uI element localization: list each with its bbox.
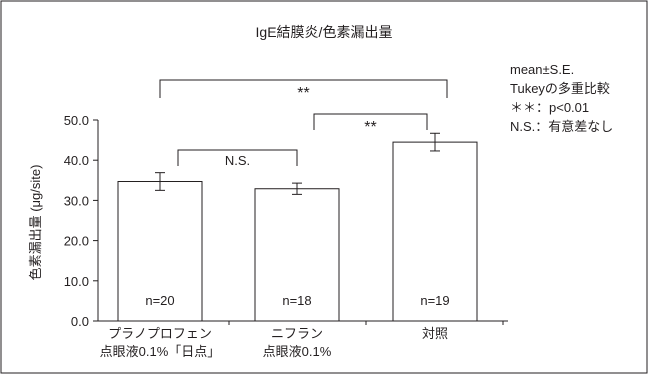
y-tick-label: 0.0: [71, 314, 89, 329]
legend-note: ＊＊：p<0.01: [510, 100, 589, 115]
category-label: 対照: [422, 326, 448, 341]
n-label: n=20: [145, 293, 174, 308]
n-label: n=19: [420, 293, 449, 308]
significance-label: N.S.: [225, 153, 250, 168]
bar: [117, 181, 203, 322]
y-tick-label: 20.0: [64, 234, 89, 249]
y-tick-label: 40.0: [64, 153, 89, 168]
category-label: 点眼液0.1%: [263, 344, 332, 359]
y-tick-label: 30.0: [64, 193, 89, 208]
significance-bracket: [177, 149, 298, 166]
significance-label: **: [297, 85, 309, 102]
legend-note: Tukeyの多重比較: [510, 81, 610, 96]
chart-title: IgE結膜炎/色素漏出量: [256, 24, 393, 40]
significance-bracket: [313, 113, 428, 130]
category-label: 点眼液0.1%「日点」: [100, 344, 221, 359]
n-label: n=18: [282, 293, 311, 308]
bar: [392, 141, 478, 322]
y-tick-label: 10.0: [64, 274, 89, 289]
significance-brackets: N.S. ** **: [159, 79, 448, 168]
legend-note: N.S.：有意差なし: [510, 119, 613, 134]
category-label: プラノプロフェン: [108, 326, 212, 341]
significance-bracket: [159, 79, 448, 98]
bar: [254, 188, 340, 322]
significance-label: **: [364, 119, 376, 136]
y-tick-label: 50.0: [64, 113, 89, 128]
y-axis-label: 色素漏出量 (μg/site): [28, 165, 43, 281]
category-label: ニフラン: [271, 326, 323, 341]
legend-notes: mean±S.E. Tukeyの多重比較 ＊＊：p<0.01 N.S.：有意差なし: [510, 62, 613, 134]
legend-note: mean±S.E.: [510, 62, 574, 77]
